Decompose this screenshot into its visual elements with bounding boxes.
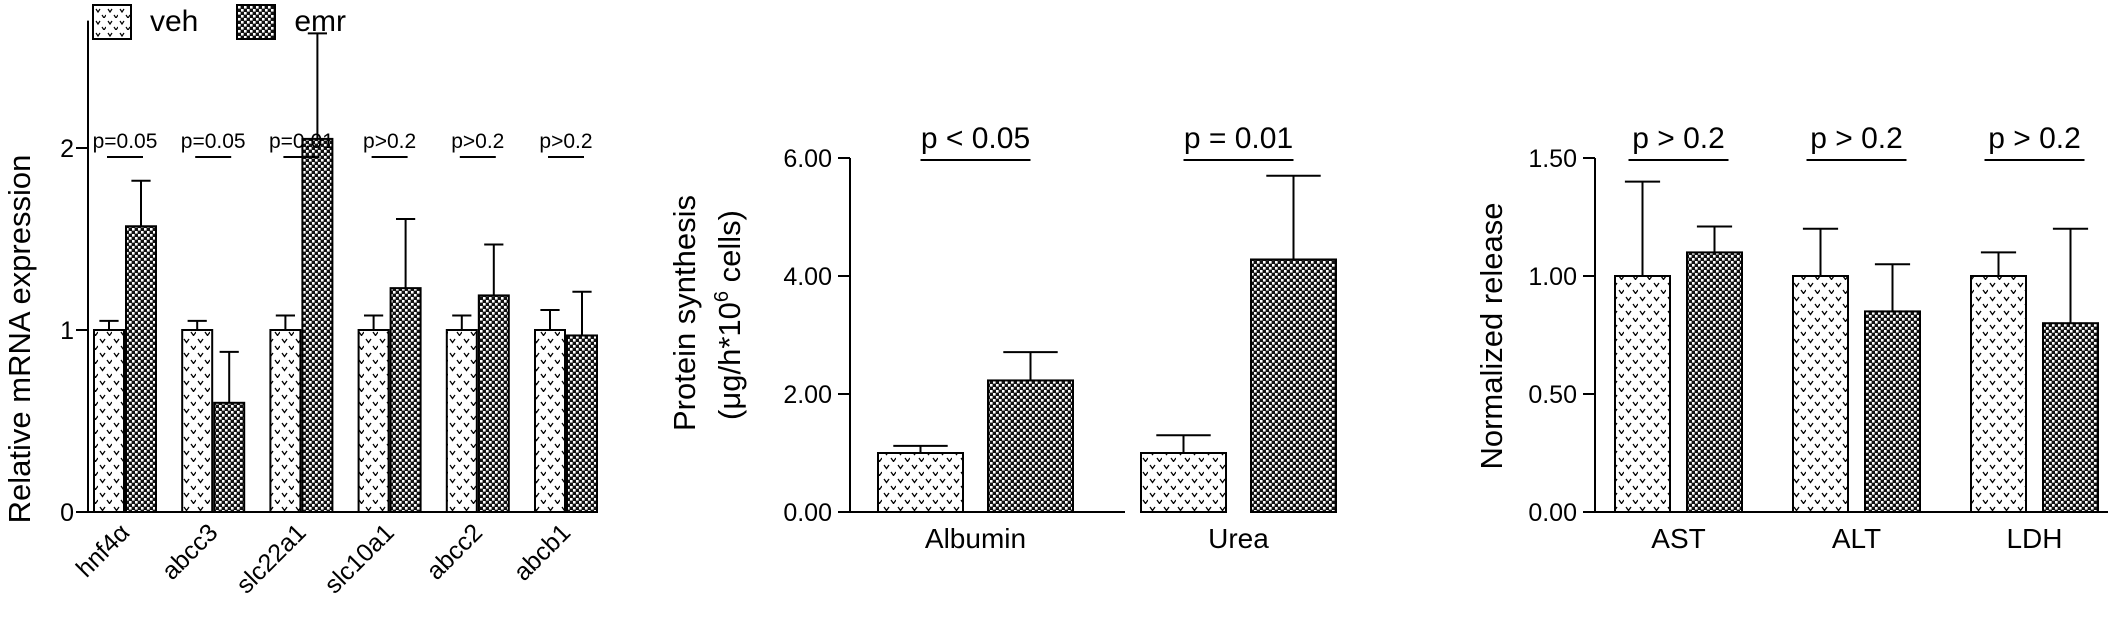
bar-emr-hnf4: [125, 225, 157, 513]
bar-veh-ldh: [1970, 275, 2027, 513]
x-tick-label-abcc2: abcc2: [421, 518, 488, 585]
x-tick-label-abcb1: abcb1: [508, 518, 576, 586]
panel-mrna-expression: Relative mRNA expression 0 1 2 hnf4α p=0.05 a…: [2, 20, 598, 599]
bar-emr-slc10a1: [389, 287, 422, 514]
y-tick-label-0: 0: [60, 499, 74, 527]
y-tick-label-2-00: 2.00: [783, 381, 832, 409]
bar-emr-alt: [1864, 310, 1921, 513]
bar-veh-alt: [1792, 275, 1849, 513]
bar-emr-albumin: [987, 379, 1074, 513]
bar-emr-abcb1: [566, 334, 598, 513]
bar-veh-ast: [1614, 275, 1671, 513]
p-value-label-abcc3: p=0.05: [181, 130, 246, 153]
legend-item-veh: veh: [92, 4, 198, 40]
y-tick-label-6-00: 6.00: [783, 145, 832, 173]
p-value-label-abcb1: p>0.2: [539, 130, 592, 153]
bar-emr-abcc3: [213, 401, 246, 513]
p-value-label-urea: p = 0.01: [1184, 122, 1293, 155]
y-axis-title: Protein synthesis: [667, 195, 702, 431]
p-value-label-albumin: p < 0.05: [921, 122, 1030, 155]
p-value-label-hnf4: p=0.05: [93, 130, 158, 153]
bar-emr-ldh: [2042, 322, 2099, 514]
y-tick-label-2: 2: [60, 135, 74, 163]
y-tick-label-1: 1: [60, 317, 74, 345]
x-tick-label-slc22a1: slc22a1: [231, 518, 312, 599]
x-tick-label-ldh: LDH: [2006, 523, 2062, 554]
y-tick-label-0-50: 0.50: [1528, 381, 1577, 409]
p-value-label-abcc2: p>0.2: [451, 130, 504, 153]
x-tick-label-ast: AST: [1651, 523, 1705, 554]
bar-emr-slc22a1: [301, 137, 334, 513]
legend-swatch-emr: [236, 4, 277, 40]
y-axis-title: Relative mRNA expression: [2, 155, 37, 524]
p-value-label-slc22a1: p=0.01: [269, 130, 334, 153]
y-axis-units-prefix: (μg/h*10: [712, 302, 747, 420]
legend: veh emr: [92, 2, 384, 42]
legend-item-emr: emr: [236, 4, 346, 40]
bar-emr-urea: [1250, 258, 1337, 514]
panel-protein-synthesis: Protein synthesis (μg/h*106 cells) 0.00 2…: [667, 122, 1337, 554]
x-tick-label-urea: Urea: [1208, 523, 1269, 554]
bar-veh-urea: [1140, 452, 1227, 513]
bar-veh-albumin: [877, 452, 964, 513]
y-axis-units-suffix: cells): [712, 210, 747, 291]
bar-emr-abcc2: [477, 294, 510, 514]
p-value-label-slc10a1: p>0.2: [363, 130, 416, 153]
bar-emr-ast: [1686, 251, 1743, 513]
bar-veh-hnf4: [93, 329, 125, 513]
p-value-label-ast: p > 0.2: [1632, 122, 1725, 155]
panel-normalized-release: Normalized release 0.00 0.50 1.00 1.50 AST p …: [1474, 122, 2108, 554]
y-tick-label-1-50: 1.50: [1528, 145, 1577, 173]
legend-label-veh: veh: [150, 5, 199, 38]
x-tick-label-hnf4: hnf4α: [71, 518, 135, 582]
y-tick-label-1-00: 1.00: [1528, 263, 1577, 291]
y-tick-label-0-00: 0.00: [1528, 499, 1577, 527]
y-axis-title-units: (μg/h*106 cells): [711, 210, 747, 420]
bar-veh-abcb1: [534, 329, 566, 513]
y-tick-label-4-00: 4.00: [783, 263, 832, 291]
bar-veh-slc10a1: [357, 329, 390, 513]
bar-veh-slc22a1: [269, 329, 302, 513]
x-tick-label-alt: ALT: [1832, 523, 1881, 554]
y-axis-title: Normalized release: [1474, 202, 1509, 469]
x-tick-label-abcc3: abcc3: [156, 518, 223, 585]
p-value-label-ldh: p > 0.2: [1988, 122, 2081, 155]
y-axis-units-superscript: 6: [711, 291, 733, 302]
y-tick-label-0-00: 0.00: [783, 499, 832, 527]
bar-veh-abcc2: [445, 329, 478, 513]
legend-swatch-veh: [92, 4, 132, 40]
p-value-label-alt: p > 0.2: [1810, 122, 1903, 155]
x-tick-label-slc10a1: slc10a1: [319, 518, 400, 599]
bar-veh-abcc3: [181, 329, 214, 513]
x-tick-label-albumin: Albumin: [925, 523, 1026, 554]
